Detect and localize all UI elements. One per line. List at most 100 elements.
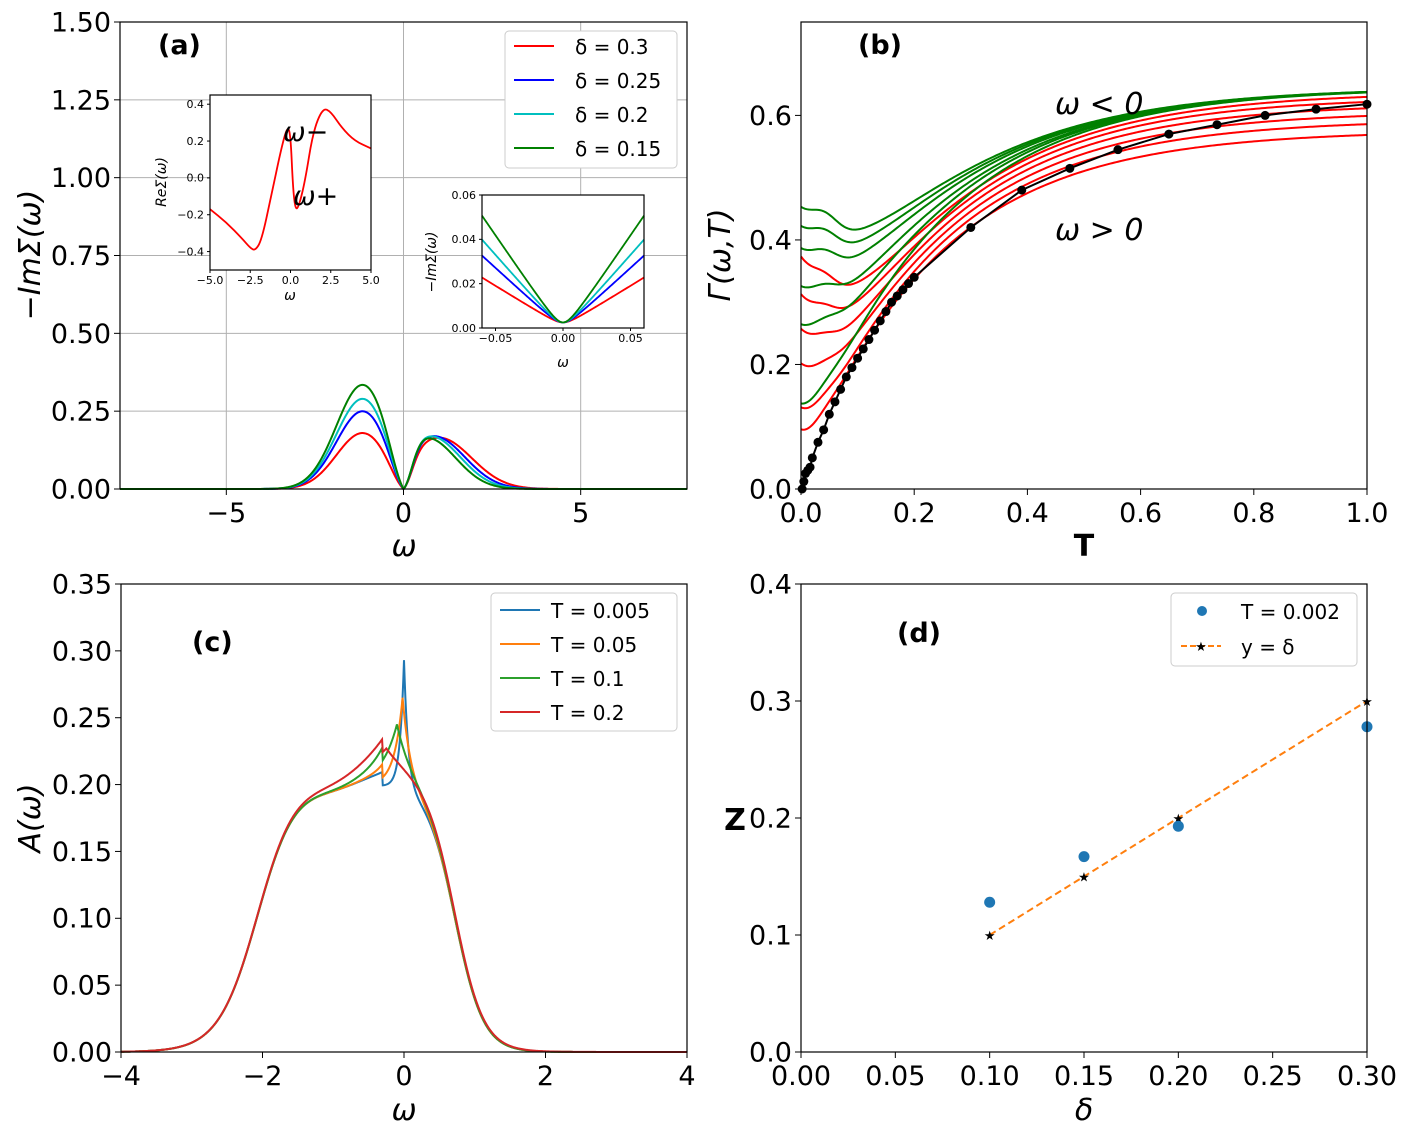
x-tick-label: 0.25 <box>1243 1061 1303 1092</box>
panel-a: −5 0 5 0.00 0.25 0.50 0.75 1.00 1.25 1.50 (a) ω −… <box>13 7 688 564</box>
x-tick-label: 0.30 <box>1337 1061 1397 1092</box>
y-tick-label: 0.75 <box>51 241 111 272</box>
x-tick-label: 0.00 <box>771 1061 831 1092</box>
y-tick-label: 0.15 <box>52 837 112 868</box>
inset-left-series-line <box>209 108 372 251</box>
data-series-line <box>120 736 687 1053</box>
reference-data-point <box>966 222 976 232</box>
z-data-point <box>1078 851 1090 863</box>
x-tick-label: 0.0 <box>780 498 823 529</box>
legend-entry: δ = 0.25 <box>575 69 661 93</box>
y-tick-label: 0.4 <box>187 98 205 111</box>
x-tick-label: 0.00 <box>551 332 576 345</box>
panel-c-xlabel: ω <box>391 1093 416 1128</box>
reference-data-point <box>898 285 908 295</box>
reference-data-point <box>836 384 846 394</box>
panel-d-legend: T = 0.002 ★ y = δ <box>1170 592 1358 667</box>
panel-c: −4 −2 0 2 40.000.050.100.150.200.250.300.35 … <box>13 569 696 1128</box>
legend-entry: δ = 0.3 <box>575 35 649 59</box>
inset-right-ylabel: −ImΣ(ω) <box>424 232 440 293</box>
y-tick-label: 0.00 <box>52 1037 112 1068</box>
inset-right-lines <box>481 215 645 324</box>
panel-a-legend: δ = 0.3 δ = 0.25 δ = 0.2 δ = 0.15 <box>504 30 678 169</box>
reference-data-point <box>864 335 874 345</box>
y-tick-label: 1.50 <box>51 7 111 38</box>
reference-data-point <box>819 425 829 435</box>
omega-positive-annotation: ω > 0 <box>1055 213 1143 248</box>
y-tick-label: −0.4 <box>177 245 204 258</box>
panel-d-ticks: 0.00 0.05 0.10 0.15 0.20 0.25 0.30 0.0 0.1 0.2 0.3… <box>749 569 1397 1092</box>
panel-a-ylabel: −ImΣ(ω) <box>13 190 48 321</box>
y-tick-label: 0.25 <box>51 397 111 428</box>
y-tick-label: 0.05 <box>52 971 112 1002</box>
inset-right-ticks: −0.05 0.00 0.050.000.020.040.06 <box>452 189 643 345</box>
panel-d-marks: ★★★★ <box>984 695 1373 944</box>
y-tick-label: 0.1 <box>749 920 792 951</box>
fit-data-point: ★ <box>1173 812 1185 827</box>
y-tick-label: 0.3 <box>749 686 792 717</box>
x-tick-label: 4 <box>678 1061 695 1092</box>
reference-data-point <box>807 453 817 463</box>
x-tick-label: 1.0 <box>1346 498 1389 529</box>
reference-data-point <box>887 297 897 307</box>
x-tick-label: 2 <box>537 1061 554 1092</box>
red-series-line <box>800 100 1368 310</box>
reference-data-point <box>830 397 840 407</box>
y-tick-label: 0.0 <box>749 1037 792 1068</box>
inset-left-lines <box>209 108 372 251</box>
legend-marker <box>1197 606 1207 616</box>
y-tick-label: 0.6 <box>749 101 792 132</box>
reference-data-point <box>1260 110 1270 120</box>
y-tick-label: 0.02 <box>452 278 477 291</box>
legend-entry: y = δ <box>1241 635 1295 659</box>
reference-data-point <box>909 272 919 282</box>
omega-negative-annotation: ω < 0 <box>1055 87 1143 122</box>
panel-c-legend-box <box>490 592 678 732</box>
legend-entry: δ = 0.2 <box>575 103 649 127</box>
x-tick-label: 0.8 <box>1232 498 1275 529</box>
panel-a-xlabel: ω <box>391 529 416 564</box>
y-tick-label: 0.30 <box>52 636 112 667</box>
panel-b-xlabel: T <box>1074 529 1095 564</box>
reference-data-point <box>824 409 834 419</box>
x-tick-label: 0.0 <box>282 274 300 287</box>
omega-minus-annotation: ω− <box>283 117 328 148</box>
y-tick-label: 0.2 <box>749 350 792 381</box>
x-tick-label: −5 <box>206 498 246 529</box>
x-tick-label: 2.5 <box>322 274 340 287</box>
reference-data-point <box>1212 120 1222 130</box>
y-tick-label: 0.00 <box>452 322 477 335</box>
reference-data-point <box>813 437 823 447</box>
fit-series-line <box>989 700 1368 936</box>
legend-entry: T = 0.1 <box>550 667 625 691</box>
x-tick-label: 0.05 <box>618 332 643 345</box>
panel-b-lines <box>800 90 1368 490</box>
y-tick-label: 0.10 <box>52 904 112 935</box>
data-series-line <box>120 724 687 1053</box>
reference-data-point <box>1017 185 1027 195</box>
x-tick-label: 5 <box>572 498 589 529</box>
inset-left-background <box>210 95 371 270</box>
inset-right-background <box>482 195 644 328</box>
green-series-line <box>800 91 1368 405</box>
reference-data-point <box>870 325 880 335</box>
reference-data-point <box>841 372 851 382</box>
panel-c-legend: T = 0.005 T = 0.05 T = 0.1 T = 0.2 <box>490 592 678 732</box>
reference-data-point <box>875 316 885 326</box>
panel-b-ylabel: Γ(ω,T) <box>703 208 738 301</box>
x-tick-label: 0.2 <box>893 498 936 529</box>
panel-b: 0.0 0.2 0.4 0.6 0.8 1.0 0.0 0.2 0.4 0.6 (b) ω < 0… <box>703 21 1389 564</box>
y-tick-label: 0.25 <box>52 703 112 734</box>
x-tick-label: 0.05 <box>865 1061 925 1092</box>
z-data-point <box>1172 820 1184 832</box>
reference-data-point <box>853 353 863 363</box>
legend-entry: T = 0.005 <box>550 599 650 623</box>
panel-c-ticks: −4 −2 0 2 4 0.00 0.05 0.10 0.15 0.20 0.25 0.30 0.35 <box>52 569 696 1092</box>
legend-entry: T = 0.05 <box>550 633 637 657</box>
reference-series-line <box>801 103 1368 490</box>
legend-marker: ★ <box>1195 640 1207 655</box>
inset-right-xlabel: ω <box>557 355 569 371</box>
panel-b-label: (b) <box>858 30 902 61</box>
omega-plus-annotation: ω+ <box>293 181 338 212</box>
